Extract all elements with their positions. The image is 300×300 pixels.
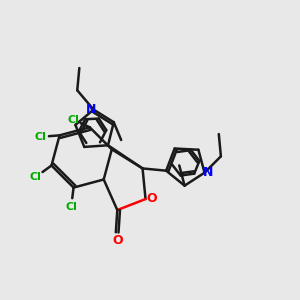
Text: Cl: Cl — [34, 132, 46, 142]
Text: Cl: Cl — [65, 202, 77, 212]
Text: N: N — [203, 166, 213, 178]
Text: Cl: Cl — [68, 115, 79, 125]
Text: Cl: Cl — [29, 172, 41, 182]
Text: O: O — [147, 192, 158, 205]
Text: N: N — [85, 103, 96, 116]
Text: O: O — [112, 234, 123, 247]
